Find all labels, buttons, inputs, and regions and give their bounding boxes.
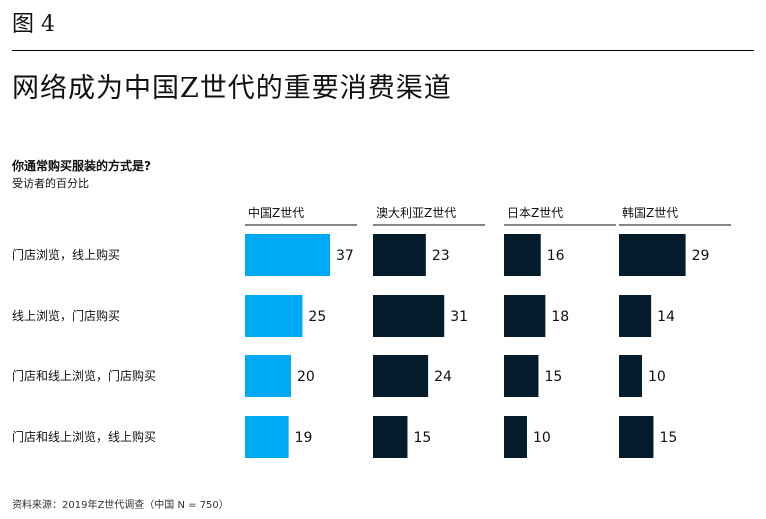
series-header: 中国Z世代 bbox=[248, 205, 304, 220]
category-label: 门店和线上浏览，门店购买 bbox=[12, 368, 156, 383]
bar bbox=[373, 234, 426, 276]
series-header: 澳大利亚Z世代 bbox=[376, 206, 456, 220]
data-label: 10 bbox=[533, 430, 551, 446]
bar bbox=[245, 295, 303, 337]
survey-question: 你通常购买服装的方式是? bbox=[12, 159, 151, 173]
figure-label: 图 4 bbox=[12, 12, 55, 37]
data-label: 25 bbox=[308, 309, 326, 325]
data-label: 20 bbox=[297, 369, 315, 385]
bar bbox=[245, 355, 291, 397]
bar bbox=[373, 355, 429, 397]
bar bbox=[504, 416, 527, 458]
data-label: 37 bbox=[336, 248, 354, 264]
bar bbox=[619, 355, 642, 397]
data-label: 19 bbox=[295, 430, 313, 446]
data-label: 23 bbox=[432, 248, 450, 264]
data-label: 15 bbox=[544, 369, 562, 385]
source-note: 资料来源：2019年Z世代调查（中国 N = 750） bbox=[12, 500, 229, 511]
series-header: 韩国Z世代 bbox=[622, 205, 678, 220]
bar bbox=[504, 295, 546, 337]
chart-title: 网络成为中国Z世代的重要消费渠道 bbox=[12, 73, 452, 104]
bar bbox=[245, 234, 330, 276]
data-label: 31 bbox=[450, 309, 468, 325]
bar bbox=[619, 295, 652, 337]
category-label: 门店浏览，线上购买 bbox=[12, 247, 120, 262]
bar bbox=[373, 295, 445, 337]
top-divider bbox=[12, 50, 754, 51]
data-label: 14 bbox=[657, 309, 675, 325]
bar bbox=[619, 416, 654, 458]
bar bbox=[245, 416, 289, 458]
bar bbox=[373, 416, 408, 458]
data-label: 24 bbox=[434, 369, 452, 385]
unit-note: 受访者的百分比 bbox=[12, 177, 89, 190]
data-label: 15 bbox=[413, 430, 431, 446]
data-label: 29 bbox=[692, 248, 710, 264]
bar bbox=[619, 234, 686, 276]
series-header: 日本Z世代 bbox=[507, 206, 563, 220]
category-label: 门店和线上浏览，线上购买 bbox=[12, 429, 156, 444]
data-label: 15 bbox=[659, 430, 677, 446]
data-label: 16 bbox=[547, 248, 565, 264]
category-label: 线上浏览，门店购买 bbox=[12, 308, 120, 323]
data-label: 10 bbox=[648, 369, 666, 385]
bar bbox=[504, 234, 541, 276]
bar bbox=[504, 355, 539, 397]
data-label: 18 bbox=[551, 309, 569, 325]
